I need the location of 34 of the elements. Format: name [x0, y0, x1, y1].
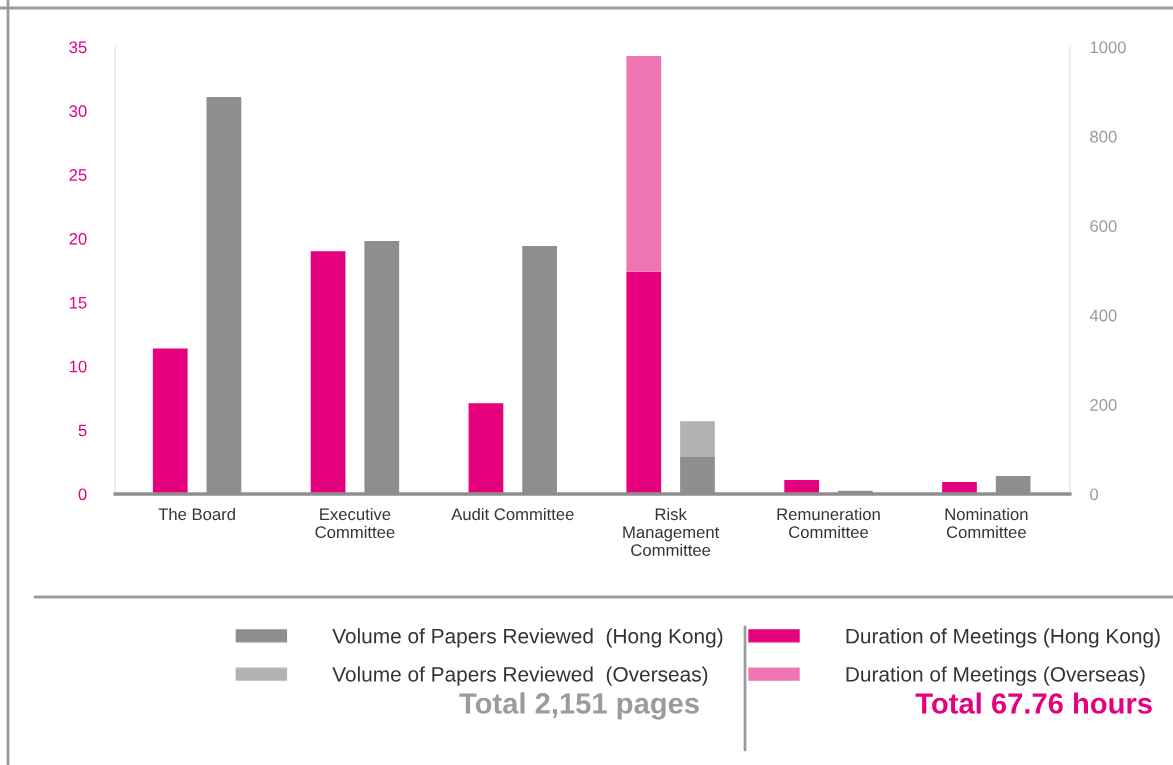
x-tick-label: Nomination Committee [945, 507, 1028, 539]
y-tick-label: 35 [69, 41, 87, 54]
x-tick-label: Audit Committee [451, 507, 574, 521]
y-tick-label: 10 [69, 360, 87, 373]
y-tick-label: 25 [69, 169, 87, 181]
x-tick-label: Remuneration Committee [777, 507, 880, 539]
y2-tick-label: 600 [1090, 220, 1117, 232]
bar [152, 348, 188, 494]
y-tick-label: 15 [69, 297, 87, 309]
bar [626, 55, 662, 272]
bar [468, 403, 504, 494]
y-tick-label: 0 [78, 488, 87, 501]
y-tick-label: 30 [69, 105, 87, 118]
bar [784, 479, 820, 494]
text: Total 67.76 hours [915, 692, 1152, 714]
text: Total 2,151 pages [459, 692, 699, 720]
legend-label: Volume of Papers Reviewed (Overseas) [332, 666, 708, 686]
y-tick-label: 5 [78, 424, 87, 437]
legend-label: Volume of Papers Reviewed (Hong Kong) [332, 628, 723, 648]
x-tick-label: Risk Management Committee [623, 507, 720, 557]
y2-tick-label: 400 [1089, 309, 1117, 322]
bar [680, 421, 715, 457]
x-tick-label: Executive Committee [315, 507, 395, 539]
legend-label: Duration of Meetings (Overseas) [846, 666, 1145, 686]
y-tick-label: 20 [69, 232, 87, 245]
y2-tick-label: 200 [1090, 399, 1117, 411]
x-tick-label: The Board [158, 507, 235, 521]
bar [626, 271, 662, 494]
bar [942, 481, 977, 494]
bar [310, 251, 346, 494]
legend-label: Duration of Meetings (Hong Kong) [846, 628, 1160, 648]
y2-tick-label: 0 [1090, 488, 1099, 501]
y2-tick-label: 800 [1090, 130, 1117, 143]
y2-tick-label: 1000 [1090, 41, 1126, 54]
